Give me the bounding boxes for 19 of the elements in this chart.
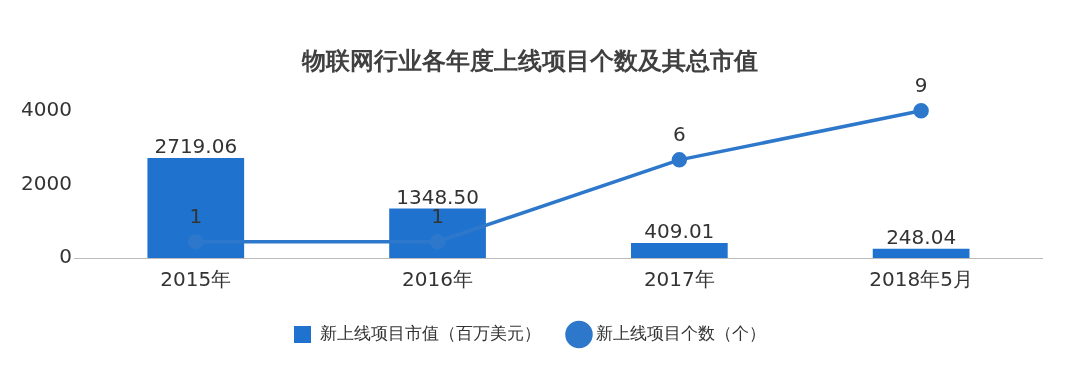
chart-title: 物联网行业各年度上线项目个数及其总市值	[301, 46, 758, 75]
bar	[147, 157, 245, 258]
data-label: 409.01	[644, 219, 715, 244]
data-label: 6	[672, 122, 686, 147]
data-label: 248.04	[886, 225, 957, 250]
data-label: 9	[914, 73, 928, 97]
x-tick-label: 2018年5月	[869, 267, 973, 292]
x-tick-label: 2017年	[643, 267, 715, 292]
y-tick-label: 4000	[20, 97, 72, 121]
data-label: 2719.06	[154, 134, 238, 159]
bar	[630, 242, 728, 258]
x-tick-label: 2016年	[402, 267, 474, 292]
legend-label: 新上线项目市值（百万美元）	[319, 322, 541, 343]
y-tick-label: 2000	[20, 170, 72, 195]
x-tick-label: 2015年	[160, 267, 232, 292]
y-tick-label: 0	[59, 244, 72, 269]
data-label: 1	[189, 203, 203, 228]
bar	[872, 248, 970, 258]
legend-label: 新上线项目个数（个）	[596, 322, 766, 343]
